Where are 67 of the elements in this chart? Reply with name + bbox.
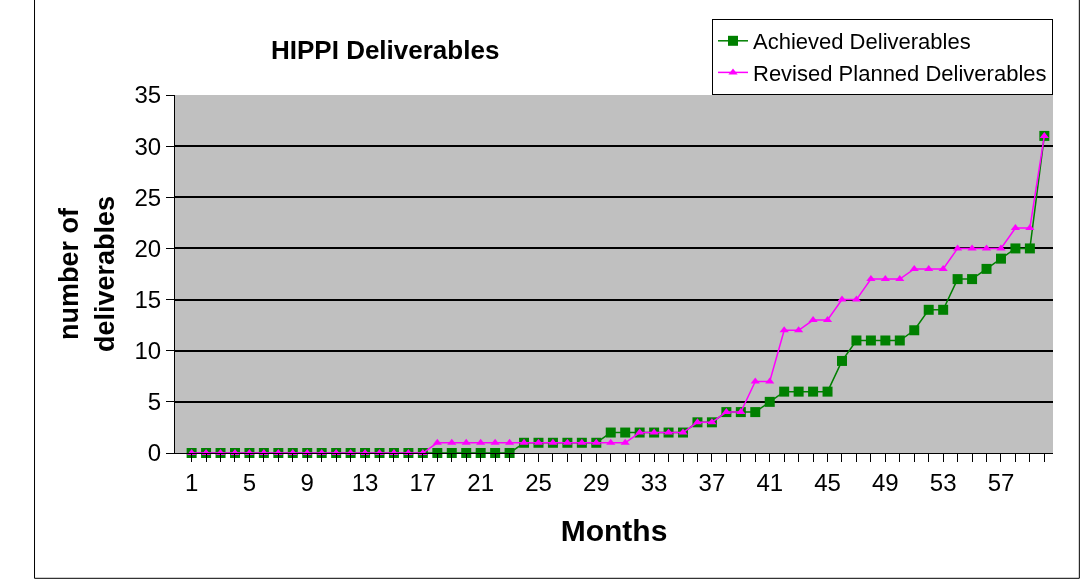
- point: [779, 386, 790, 397]
- point: [909, 325, 920, 336]
- y-tick-label: 10: [134, 337, 162, 365]
- y-tick-label: 5: [147, 388, 162, 416]
- point: [923, 304, 934, 315]
- point: [447, 438, 457, 445]
- x-tick-label: 13: [351, 468, 379, 496]
- point: [952, 274, 963, 285]
- x-tick-label: 21: [467, 468, 495, 496]
- point: [938, 304, 949, 315]
- point: [490, 438, 500, 445]
- point: [764, 396, 775, 407]
- y-tick-label: 20: [134, 234, 162, 262]
- x-tick-label: 9: [300, 468, 314, 496]
- point: [880, 335, 891, 346]
- point: [808, 386, 819, 397]
- point: [837, 295, 847, 302]
- x-axis-title: Months: [560, 514, 668, 548]
- y-tick-label: 15: [134, 285, 162, 313]
- point: [793, 386, 804, 397]
- y-axis-title: number of deliverables: [54, 195, 120, 353]
- legend-label: Achieved Deliverables: [753, 29, 971, 55]
- point: [981, 263, 992, 274]
- y-tick-label: 25: [134, 183, 162, 211]
- chart-title: HIPPI Deliverables: [271, 34, 500, 65]
- point: [938, 264, 948, 271]
- point: [620, 427, 631, 438]
- x-tick-label: 25: [525, 468, 552, 496]
- x-tick-label: 49: [872, 468, 899, 496]
- legend-label: Revised Planned Deliverables: [753, 60, 1047, 86]
- point: [851, 335, 862, 346]
- point: [866, 275, 876, 282]
- x-tick-label: 1: [184, 468, 199, 496]
- point: [461, 438, 471, 445]
- point: [895, 275, 905, 282]
- y-tick-label: 35: [134, 81, 162, 109]
- point: [606, 438, 616, 445]
- x-tick-label: 29: [582, 468, 610, 496]
- point: [967, 274, 978, 285]
- point: [865, 335, 876, 346]
- x-tick-label: 17: [409, 468, 437, 496]
- y-tick-label: 0: [147, 439, 162, 467]
- point: [1010, 243, 1021, 254]
- point: [1024, 243, 1035, 254]
- x-tick-label: 57: [987, 468, 1015, 496]
- x-tick-label: 45: [814, 468, 841, 496]
- point: [836, 355, 847, 366]
- point: [808, 316, 818, 323]
- point: [605, 427, 616, 438]
- point: [1025, 223, 1035, 230]
- point: [909, 264, 919, 271]
- point: [880, 275, 890, 282]
- x-tick-label: 41: [756, 468, 784, 496]
- point: [432, 438, 442, 445]
- point: [476, 438, 486, 445]
- x-tick-label: 53: [929, 468, 957, 496]
- point: [995, 253, 1006, 264]
- point: [794, 326, 804, 333]
- point: [620, 438, 630, 445]
- point: [822, 386, 833, 397]
- point: [924, 264, 934, 271]
- x-tick-label: 37: [698, 468, 726, 496]
- point: [894, 335, 905, 346]
- x-tick-label: 33: [640, 468, 668, 496]
- x-tick-label: 5: [242, 468, 257, 496]
- y-tick-label: 30: [134, 132, 162, 160]
- point: [750, 407, 761, 418]
